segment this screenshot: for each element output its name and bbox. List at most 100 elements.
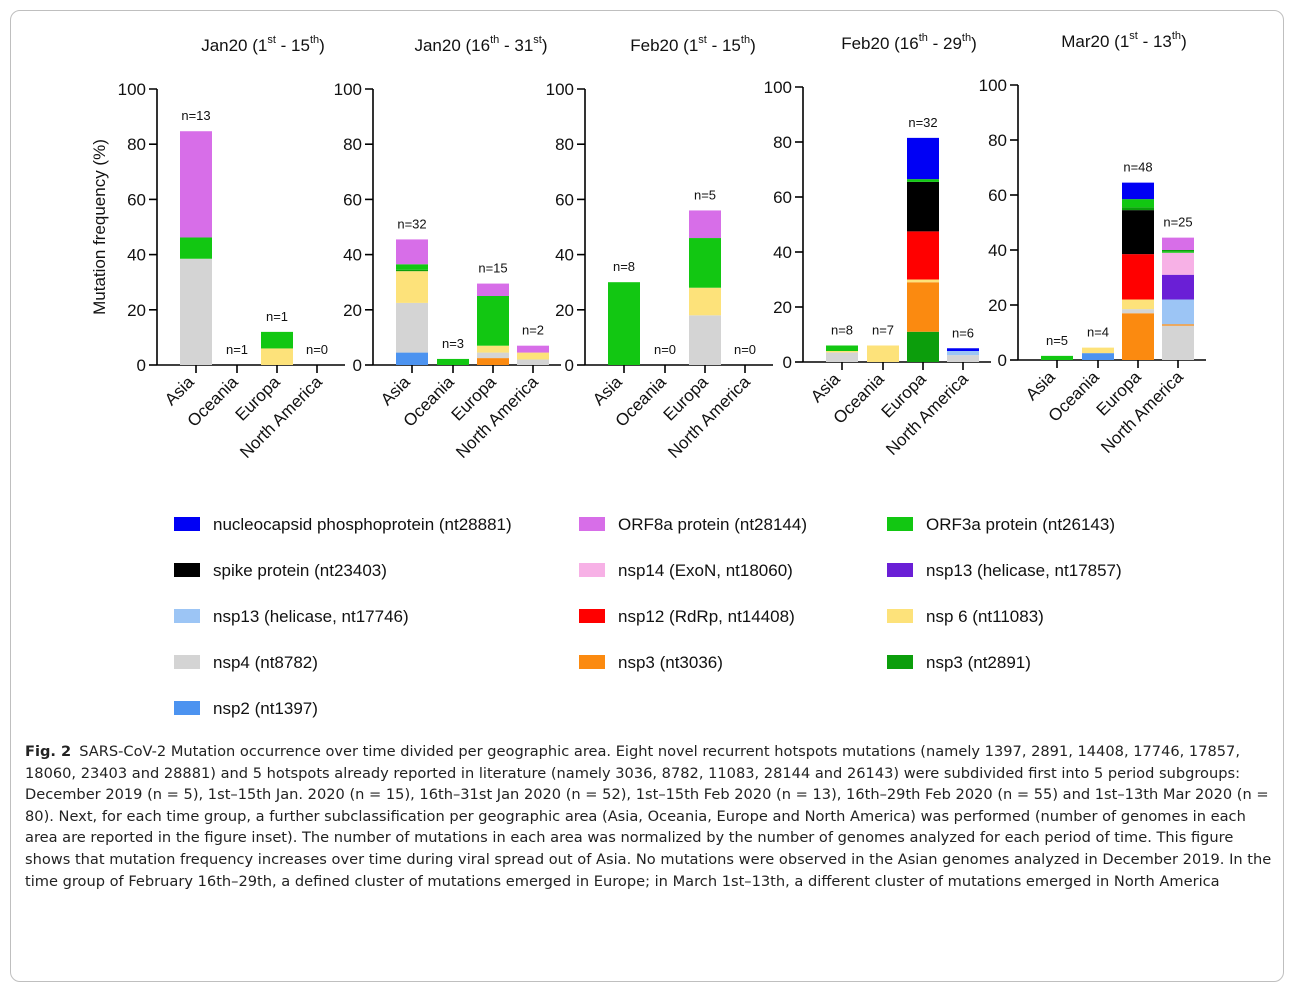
bar-count-label: n=0 xyxy=(306,342,328,357)
bar-segment-nsp3_3036 xyxy=(1122,313,1154,360)
bar-segment-nsp4 xyxy=(517,359,549,365)
legend-label: spike protein (nt23403) xyxy=(213,561,387,580)
y-tick-label: 80 xyxy=(343,135,362,154)
legend-item: nsp13 (helicase, nt17857) xyxy=(887,561,1122,580)
bar-segment-orf3a xyxy=(477,296,509,346)
legend-label: nsp 6 (nt11083) xyxy=(926,607,1044,626)
bar-segment-orf3a xyxy=(437,358,469,365)
legend-label: nsp4 (nt8782) xyxy=(213,653,318,672)
bar-count-label: n=15 xyxy=(478,261,507,276)
bar-segment-nsp3_2891 xyxy=(907,331,939,362)
chart-panel: Feb20 (1st - 15th) 0 20 40 60 80 100 n=8 Asia n=0… xyxy=(546,34,773,462)
legend-item: nsp13 (helicase, nt17746) xyxy=(174,607,409,626)
bar-count-label: n=8 xyxy=(831,323,853,338)
x-category-label: Asia xyxy=(589,372,626,409)
legend-swatch xyxy=(174,563,200,577)
bar-count-label: n=1 xyxy=(226,342,248,357)
bar-segment-orf3a xyxy=(1041,355,1073,360)
y-tick-label: 20 xyxy=(343,301,362,320)
bar-segment-orf8a xyxy=(180,131,212,238)
chart-panel: Mar20 (1st - 13th) 0 20 40 60 80 100 n=5 Asia n=4… xyxy=(979,30,1206,457)
bar-count-label: n=32 xyxy=(908,115,937,130)
bar-segment-orf8a xyxy=(1162,237,1194,250)
bar-segment-nsp3_3036 xyxy=(907,282,939,332)
legend-label: ORF3a protein (nt26143) xyxy=(926,515,1115,534)
legend-label: nsp3 (nt2891) xyxy=(926,653,1031,672)
legend-label: nsp13 (helicase, nt17857) xyxy=(926,561,1122,580)
bar-count-label: n=5 xyxy=(1046,333,1068,348)
bar-segment-orf3a xyxy=(689,238,721,288)
y-tick-label: 40 xyxy=(988,241,1007,260)
bar-segment-nsp12 xyxy=(907,231,939,280)
y-tick-label: 100 xyxy=(334,80,362,99)
legend-label: nsp2 (nt1397) xyxy=(213,699,318,718)
bar-segment-nsp3_3036 xyxy=(477,358,509,365)
y-tick-label: 80 xyxy=(127,135,146,154)
y-tick-label: 0 xyxy=(565,356,574,375)
bar-segment-orf3a xyxy=(1122,199,1154,208)
chart-panel: Feb20 (16th - 29th) 0 20 40 60 80 100 n=8 Asia n=… xyxy=(764,32,991,459)
caption-label: Fig. 2 xyxy=(25,743,72,760)
legend-label: nucleocapsid phosphoprotein (nt28881) xyxy=(213,515,512,534)
bar-segment-nsp3_2891 xyxy=(396,269,428,272)
y-tick-label: 60 xyxy=(343,190,362,209)
legend-swatch xyxy=(887,655,913,669)
legend-swatch xyxy=(174,517,200,531)
x-category-label: Asia xyxy=(377,372,414,409)
bar-count-label: n=13 xyxy=(181,108,210,123)
legend-label: nsp12 (RdRp, nt14408) xyxy=(618,607,795,626)
bar-count-label: n=3 xyxy=(442,336,464,351)
bar-count-label: n=32 xyxy=(397,216,426,231)
bar-count-label: n=4 xyxy=(1087,325,1109,340)
panel-title: Feb20 (1st - 15th) xyxy=(630,34,756,55)
bar-count-label: n=5 xyxy=(694,187,716,202)
legend-swatch xyxy=(579,655,605,669)
legend-label: nsp3 (nt3036) xyxy=(618,653,723,672)
bar-segment-orf3a xyxy=(608,282,640,365)
panel-title: Feb20 (16th - 29th) xyxy=(841,32,977,53)
y-tick-label: 100 xyxy=(764,78,792,97)
bar-segment-spike xyxy=(907,181,939,232)
y-tick-label: 0 xyxy=(998,351,1007,370)
y-tick-label: 60 xyxy=(988,186,1007,205)
y-tick-label: 100 xyxy=(118,80,146,99)
legend-item: nsp 6 (nt11083) xyxy=(887,607,1044,626)
y-axis-label: Mutation frequency (%) xyxy=(90,139,109,315)
legend-label: nsp13 (helicase, nt17746) xyxy=(213,607,409,626)
bar-segment-np xyxy=(1122,182,1154,200)
legend-item: nsp3 (nt2891) xyxy=(887,653,1031,672)
y-tick-label: 60 xyxy=(773,188,792,207)
y-tick-label: 40 xyxy=(773,243,792,262)
bar-segment-nsp6 xyxy=(396,271,428,303)
bar-count-label: n=2 xyxy=(522,323,544,338)
bar-segment-np xyxy=(907,137,939,180)
bar-segment-nsp6 xyxy=(477,345,509,353)
panel-title: Mar20 (1st - 13th) xyxy=(1061,30,1186,51)
bar-segment-orf3a xyxy=(261,331,293,349)
panel-title: Jan20 (1st - 15th) xyxy=(201,34,325,55)
legend-label: nsp14 (ExoN, nt18060) xyxy=(618,561,793,580)
bar-segment-nsp4 xyxy=(689,315,721,365)
y-tick-label: 60 xyxy=(555,190,574,209)
y-tick-label: 100 xyxy=(546,80,574,99)
y-tick-label: 0 xyxy=(137,356,146,375)
bar-segment-orf8a xyxy=(396,239,428,265)
bar-count-label: n=48 xyxy=(1123,160,1152,175)
y-tick-label: 40 xyxy=(127,246,146,265)
legend-item: ORF3a protein (nt26143) xyxy=(887,515,1115,534)
figure-frame: Jan20 (1st - 15th) 0 20 40 60 80 100 n=13 Asia n=… xyxy=(10,10,1284,982)
legend-label: ORF8a protein (nt28144) xyxy=(618,515,807,534)
bar-segment-nsp6 xyxy=(867,345,899,362)
x-category-label: Asia xyxy=(1022,367,1059,404)
y-tick-label: 0 xyxy=(783,353,792,372)
y-tick-label: 20 xyxy=(988,296,1007,315)
bar-segment-nsp6 xyxy=(1082,347,1114,354)
y-tick-label: 0 xyxy=(353,356,362,375)
legend-item: nsp14 (ExoN, nt18060) xyxy=(579,561,793,580)
bar-segment-nsp13_17746 xyxy=(947,351,979,356)
bar-segment-nsp4 xyxy=(396,302,428,353)
bar-segment-nsp2 xyxy=(1082,353,1114,360)
bar-segment-orf3a xyxy=(1162,251,1194,253)
bar-segment-nsp6 xyxy=(517,352,549,360)
bar-segment-nsp14 xyxy=(1162,252,1194,275)
